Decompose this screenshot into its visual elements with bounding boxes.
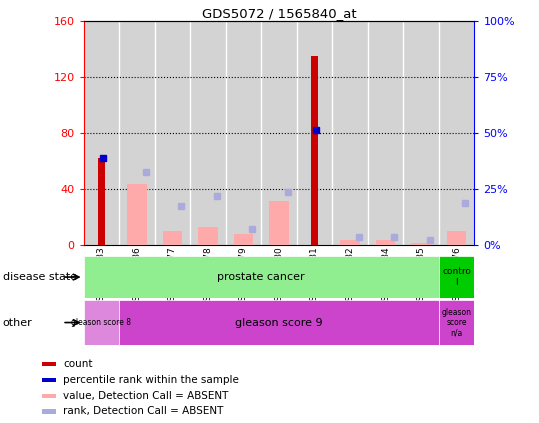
Bar	[98, 159, 105, 245]
Bar	[269, 201, 289, 245]
Text: gleason score 8: gleason score 8	[71, 318, 132, 327]
Bar	[376, 240, 395, 245]
Bar	[155, 21, 190, 245]
Text: gleason score 9: gleason score 9	[235, 318, 323, 327]
Text: count: count	[64, 359, 93, 369]
Bar	[42, 393, 56, 398]
Bar	[439, 256, 474, 298]
Bar	[233, 234, 253, 245]
Bar	[42, 409, 56, 414]
Text: value, Detection Call = ABSENT: value, Detection Call = ABSENT	[64, 391, 229, 401]
Bar	[447, 231, 466, 245]
Bar	[403, 21, 439, 245]
Text: percentile rank within the sample: percentile rank within the sample	[64, 375, 239, 385]
Bar	[411, 242, 431, 245]
Bar	[84, 300, 119, 345]
Bar	[190, 21, 226, 245]
Bar	[439, 21, 474, 245]
Bar	[119, 300, 439, 345]
Bar	[340, 240, 360, 245]
Text: prostate cancer: prostate cancer	[217, 272, 305, 282]
Bar	[439, 300, 474, 345]
Bar	[163, 231, 182, 245]
Text: gleason
score
n/a: gleason score n/a	[441, 308, 472, 338]
Bar	[84, 21, 119, 245]
Text: rank, Detection Call = ABSENT: rank, Detection Call = ABSENT	[64, 407, 224, 417]
Text: contro
l: contro l	[442, 267, 471, 287]
Bar	[119, 21, 155, 245]
Text: disease state: disease state	[3, 272, 77, 282]
Bar	[42, 378, 56, 382]
Title: GDS5072 / 1565840_at: GDS5072 / 1565840_at	[202, 7, 356, 20]
Text: other: other	[3, 318, 32, 327]
Bar	[311, 56, 317, 245]
Bar	[226, 21, 261, 245]
Bar	[261, 21, 296, 245]
Bar	[332, 21, 368, 245]
Bar	[127, 184, 147, 245]
Bar	[368, 21, 403, 245]
Bar	[296, 21, 332, 245]
Bar	[42, 362, 56, 366]
Bar	[198, 227, 218, 245]
